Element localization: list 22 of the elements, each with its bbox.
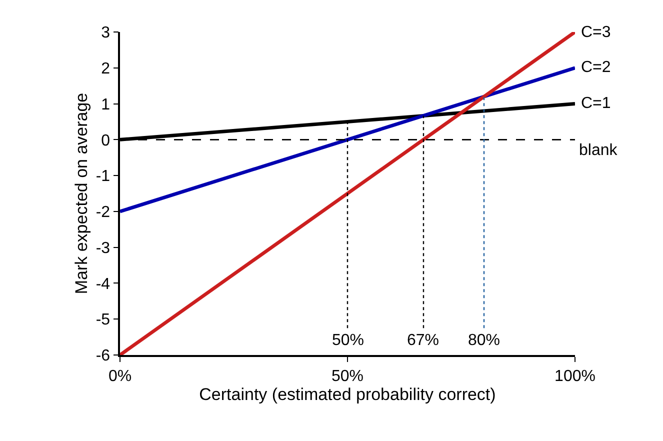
y-tick-label: -5 — [96, 312, 110, 329]
y-tick-label: -3 — [96, 240, 110, 257]
y-tick-label: 1 — [101, 96, 110, 114]
series-label: C=1 — [581, 95, 611, 112]
y-tick-label: -4 — [96, 276, 110, 293]
y-tick-label: 0 — [101, 132, 110, 150]
ref-line-label: 50% — [332, 332, 364, 349]
y-tick-label: 2 — [101, 60, 110, 78]
y-tick-label: 3 — [101, 24, 110, 42]
ref-line-label: 67% — [407, 332, 440, 349]
series-label: C=3 — [581, 24, 611, 41]
ref-line-label: 80% — [468, 332, 500, 349]
ref-line-label: blank — [579, 142, 618, 159]
x-tick-label: 0% — [108, 368, 132, 385]
y-tick-label: -2 — [96, 204, 110, 222]
x-tick-label: 50% — [331, 368, 364, 385]
y-tick-label: -6 — [96, 348, 110, 365]
x-tick-label: 100% — [554, 368, 596, 385]
y-tick-label: -1 — [96, 168, 110, 186]
x-axis-title: Certainty (estimated probability correct) — [199, 384, 496, 404]
series-label: C=2 — [581, 59, 611, 76]
y-axis-title: Mark expected on average — [72, 92, 91, 294]
